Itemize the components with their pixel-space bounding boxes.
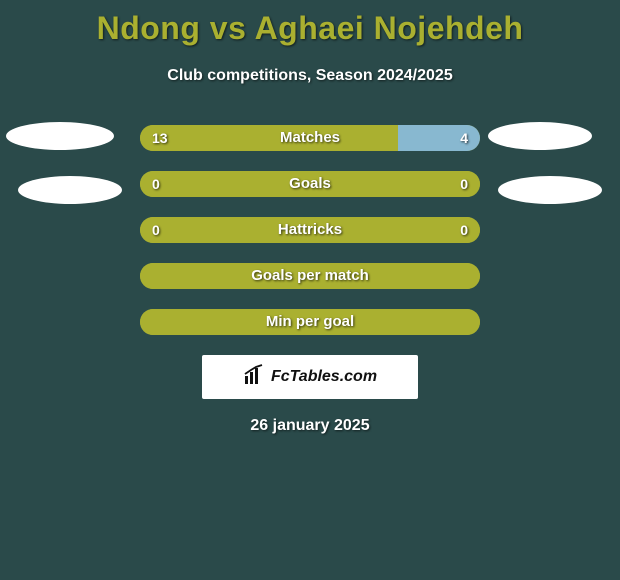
- source-badge-text: FcTables.com: [271, 368, 377, 386]
- decorative-ellipse: [498, 176, 602, 204]
- page-title: Ndong vs Aghaei Nojehdeh: [0, 0, 620, 47]
- stat-label: Goals: [140, 171, 480, 197]
- stat-label: Hattricks: [140, 217, 480, 243]
- decorative-ellipse: [6, 122, 114, 150]
- date-label: 26 january 2025: [0, 417, 620, 435]
- stat-row: Goals per match: [140, 263, 480, 289]
- decorative-ellipse: [488, 122, 592, 150]
- stat-row: 134Matches: [140, 125, 480, 151]
- source-badge: FcTables.com: [202, 355, 418, 399]
- page-subtitle: Club competitions, Season 2024/2025: [0, 67, 620, 85]
- decorative-ellipse: [18, 176, 122, 204]
- stat-row: Min per goal: [140, 309, 480, 335]
- stat-label: Goals per match: [140, 263, 480, 289]
- stat-label: Min per goal: [140, 309, 480, 335]
- bar-chart-icon: [243, 364, 265, 391]
- stat-row: 00Goals: [140, 171, 480, 197]
- stats-comparison: 134Matches 00Goals 00Hattricks Goals per ma…: [140, 125, 480, 335]
- stat-row: 00Hattricks: [140, 217, 480, 243]
- stat-label: Matches: [140, 125, 480, 151]
